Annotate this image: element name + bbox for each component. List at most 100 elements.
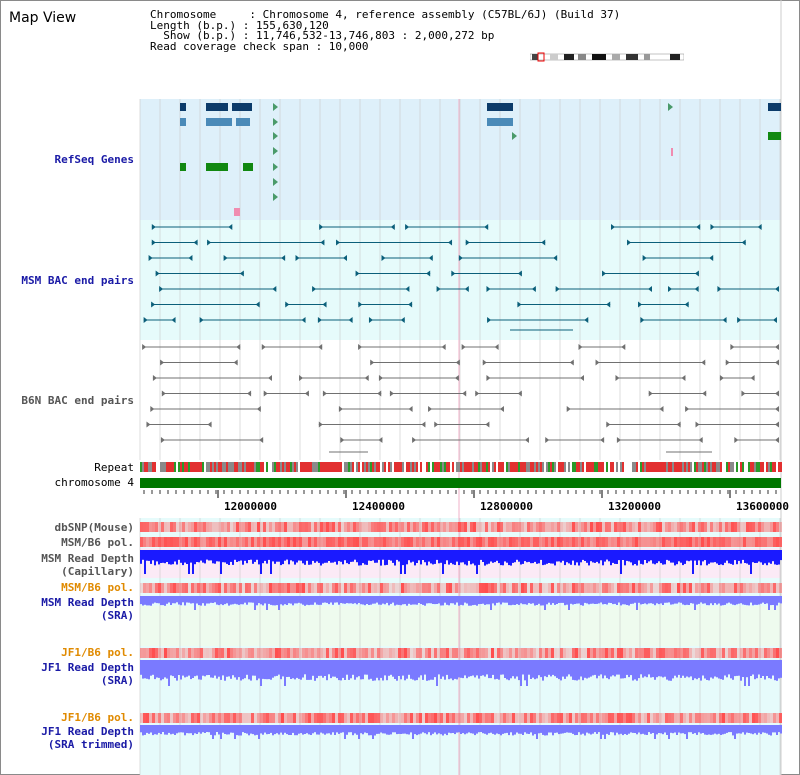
bac-end-mark — [611, 224, 616, 230]
msm-bac-track-label[interactable]: MSM BAC end pairs — [21, 274, 134, 287]
depth-bar — [346, 725, 348, 735]
bac-end-mark — [152, 375, 157, 381]
depth-bar — [334, 550, 336, 562]
depth-bar — [178, 660, 180, 675]
msm-read-depth-sra-sub: (SRA) — [100, 609, 134, 622]
depth-bar — [328, 725, 330, 734]
pol-heat-cell — [221, 648, 224, 658]
pol-heat-cell — [332, 648, 335, 658]
pol-heat-cell — [575, 537, 578, 547]
depth-bar — [568, 596, 570, 610]
jf1-b6-pol-track-label[interactable]: JF1/B6 pol. — [61, 646, 134, 659]
depth-bar — [222, 550, 224, 563]
pol-heat-cell — [275, 522, 278, 532]
b6n-bac-track-label[interactable]: B6N BAC end pairs — [21, 394, 134, 407]
depth-bar — [662, 596, 664, 605]
jf1-read-depth-label[interactable]: JF1 Read Depth — [41, 661, 134, 674]
pol-heat-cell — [329, 522, 332, 532]
depth-bar — [750, 660, 752, 676]
depth-bar — [310, 660, 312, 680]
depth-bar — [514, 550, 516, 563]
pol-heat-cell — [341, 583, 344, 593]
depth-bar — [492, 596, 494, 604]
dbsnp-track-label[interactable]: dbSNP(Mouse) — [54, 521, 134, 534]
pol-heat-cell — [725, 537, 728, 547]
bac-end-mark — [233, 359, 238, 366]
pol-heat-cell — [581, 648, 584, 658]
repeat-segment — [690, 462, 692, 472]
depth-bar — [538, 596, 540, 604]
pol-heat-cell — [368, 583, 371, 593]
bac-end-mark — [364, 375, 369, 381]
pol-heat-cell — [638, 713, 641, 723]
pol-heat-cell — [416, 713, 419, 723]
depth-bar — [338, 725, 340, 734]
repeat-segment — [168, 462, 170, 472]
pol-heat-cell — [356, 713, 359, 723]
pol-heat-cell — [647, 648, 650, 658]
pol-heat-cell — [719, 537, 722, 547]
pol-heat-cell — [284, 648, 287, 658]
repeat-segment — [514, 462, 516, 472]
repeat-segment — [538, 462, 540, 472]
depth-bar — [494, 725, 496, 735]
pol-heat-cell — [200, 648, 203, 658]
depth-bar — [184, 725, 186, 736]
pol-heat-cell — [767, 583, 770, 593]
repeat-segment — [302, 462, 304, 472]
depth-bar — [358, 596, 360, 603]
pol-heat-cell — [200, 522, 203, 532]
repeat-segment — [160, 462, 162, 472]
depth-bar — [576, 550, 578, 563]
msm-read-depth-capillary-label[interactable]: MSM Read Depth — [41, 552, 134, 565]
repeat-segment — [240, 462, 242, 472]
depth-bar — [382, 725, 384, 734]
depth-bar — [780, 660, 782, 678]
msm-b6-pol-sra-label[interactable]: MSM/B6 pol. — [61, 581, 134, 594]
pol-heat-cell — [359, 583, 362, 593]
depth-bar — [208, 596, 210, 604]
pol-heat-cell — [281, 583, 284, 593]
pol-heat-cell — [668, 583, 671, 593]
repeat-segment — [742, 462, 744, 472]
depth-bar — [152, 725, 154, 736]
pol-heat-cell — [335, 648, 338, 658]
depth-bar — [744, 550, 746, 563]
gene-feature — [180, 163, 186, 171]
depth-bar — [494, 660, 496, 680]
depth-bar — [424, 550, 426, 563]
depth-bar — [270, 550, 272, 574]
depth-bar — [662, 725, 664, 735]
pol-heat-cell — [194, 713, 197, 723]
chromosome-ideogram[interactable] — [530, 52, 684, 62]
pol-heat-cell — [587, 648, 590, 658]
chromosome-track-label[interactable]: chromosome 4 — [54, 476, 134, 489]
pol-heat-cell — [227, 713, 230, 723]
pol-heat-cell — [650, 713, 653, 723]
pol-heat-cell — [575, 583, 578, 593]
bac-end-mark — [408, 406, 413, 412]
pol-heat-cell — [245, 648, 248, 658]
repeat-track-label[interactable]: Repeat — [94, 461, 134, 474]
depth-bar — [386, 596, 388, 603]
pol-heat-cell — [710, 537, 713, 547]
depth-bar — [504, 725, 506, 734]
depth-bar — [698, 725, 700, 733]
pol-heat-cell — [515, 583, 518, 593]
jf1-read-depth-trimmed-label[interactable]: JF1 Read Depth — [41, 725, 134, 738]
refseq-track-label[interactable]: RefSeq Genes — [54, 153, 134, 166]
depth-bar — [590, 660, 592, 677]
repeat-segment — [754, 462, 756, 472]
info-coverage-span: Read coverage check span : 10,000 — [150, 39, 369, 53]
msm-b6-pol-track-label[interactable]: MSM/B6 pol. — [61, 536, 134, 549]
depth-bar — [578, 660, 580, 680]
axis-tick-label: 12000000 — [224, 500, 277, 513]
msm-read-depth-sra-label[interactable]: MSM Read Depth — [41, 596, 134, 609]
depth-bar — [638, 550, 640, 561]
depth-bar — [554, 596, 556, 605]
pol-heat-cell — [491, 713, 494, 723]
jf1-b6-pol-2-track-label[interactable]: JF1/B6 pol. — [61, 711, 134, 724]
jf1-read-depth-trimmed-sub: (SRA trimmed) — [47, 738, 134, 751]
pol-heat-cell — [212, 583, 215, 593]
